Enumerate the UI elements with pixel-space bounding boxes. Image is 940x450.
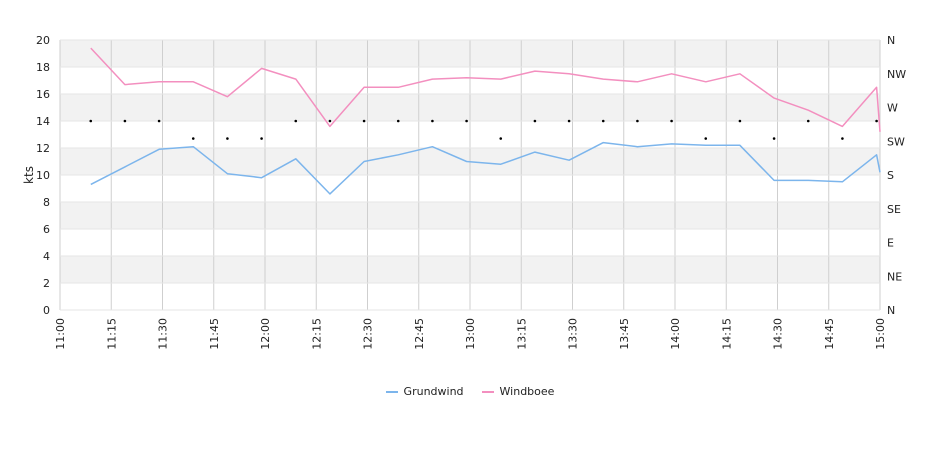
x-tick-label: 12:15 bbox=[310, 318, 323, 350]
direction-marker bbox=[875, 119, 878, 123]
direction-marker bbox=[89, 119, 93, 123]
direction-marker bbox=[431, 119, 434, 123]
x-tick-label: 14:15 bbox=[720, 318, 733, 350]
y2-tick-label: SE bbox=[887, 203, 901, 216]
x-tick-label: 11:30 bbox=[157, 318, 170, 350]
y-axis-title: kts bbox=[22, 166, 36, 184]
y-tick-label: 10 bbox=[36, 169, 50, 182]
direction-marker bbox=[260, 137, 263, 140]
y-tick-label: 16 bbox=[36, 88, 50, 101]
direction-marker bbox=[396, 119, 400, 123]
x-tick-label: 11:00 bbox=[54, 318, 67, 350]
direction-marker bbox=[670, 119, 673, 123]
y-tick-label: 12 bbox=[36, 142, 50, 155]
x-tick-label: 13:15 bbox=[515, 318, 528, 350]
x-tick-label: 12:30 bbox=[362, 318, 375, 350]
direction-marker bbox=[601, 119, 605, 123]
y2-tick-label: NW bbox=[887, 68, 906, 81]
x-tick-label: 12:00 bbox=[259, 318, 272, 350]
direction-marker bbox=[328, 119, 332, 123]
x-tick-label: 13:00 bbox=[464, 318, 477, 350]
x-tick-label: 13:30 bbox=[567, 318, 580, 350]
direction-marker bbox=[772, 137, 776, 140]
direction-marker bbox=[465, 119, 468, 123]
series-line-grundwind bbox=[90, 141, 881, 195]
legend: Grundwind Windboee bbox=[0, 385, 940, 398]
direction-marker bbox=[567, 119, 571, 123]
y-tick-label: 8 bbox=[43, 196, 50, 209]
direction-marker bbox=[362, 119, 366, 123]
y-tick-label: 4 bbox=[43, 250, 50, 263]
direction-marker bbox=[841, 137, 844, 140]
legend-label: Grundwind bbox=[403, 385, 464, 398]
y-tick-label: 2 bbox=[43, 277, 50, 290]
legend-swatch bbox=[481, 390, 494, 393]
x-tick-label: 14:45 bbox=[823, 318, 836, 350]
direction-marker bbox=[636, 119, 639, 123]
y-tick-label: 18 bbox=[36, 61, 50, 74]
y-tick-label: 20 bbox=[36, 34, 50, 47]
x-tick-label: 13:45 bbox=[618, 318, 631, 350]
y-tick-label: 6 bbox=[43, 223, 50, 236]
x-tick-label: 11:15 bbox=[105, 318, 118, 350]
y2-tick-label: NE bbox=[887, 270, 902, 283]
legend-item-windboee[interactable]: Windboee bbox=[481, 385, 555, 398]
legend-label: Windboee bbox=[499, 385, 555, 398]
y2-tick-label: SW bbox=[887, 135, 905, 148]
series-line-windboee bbox=[90, 47, 881, 132]
legend-item-grundwind[interactable]: Grundwind bbox=[385, 385, 464, 398]
legend-swatch bbox=[385, 390, 398, 393]
direction-marker bbox=[157, 119, 161, 123]
direction-marker bbox=[704, 137, 708, 140]
direction-marker bbox=[806, 119, 810, 123]
direction-marker bbox=[123, 119, 127, 123]
x-tick-label: 11:45 bbox=[208, 318, 221, 350]
direction-marker bbox=[499, 137, 503, 140]
direction-marker bbox=[294, 119, 298, 123]
x-tick-label: 15:00 bbox=[874, 318, 887, 350]
x-tick-label: 12:45 bbox=[413, 318, 426, 350]
y-tick-label: 14 bbox=[36, 115, 50, 128]
y2-tick-label: W bbox=[887, 102, 898, 115]
direction-marker bbox=[738, 119, 742, 123]
x-tick-label: 14:30 bbox=[772, 318, 785, 350]
direction-marker bbox=[226, 137, 229, 140]
x-tick-label: 14:00 bbox=[669, 318, 682, 350]
direction-marker bbox=[191, 137, 195, 140]
x-axis-tick-labels: 11:00 11:15 11:30 11:45 12:00 12:15 12:30 12:45… bbox=[54, 318, 887, 350]
y2-tick-label: N bbox=[887, 304, 895, 317]
direction-markers bbox=[89, 119, 878, 140]
direction-marker bbox=[533, 119, 537, 123]
y2-tick-label: E bbox=[887, 237, 894, 250]
y2-tick-label: S bbox=[887, 169, 894, 182]
y2-tick-label: N bbox=[887, 34, 895, 47]
series-lines bbox=[90, 47, 881, 195]
y2-axis-tick-labels: N NE E SE S SW W NW N bbox=[887, 34, 906, 317]
y-tick-label: 0 bbox=[43, 304, 50, 317]
y-axis-tick-labels: 0 2 4 6 8 10 12 14 16 18 20 bbox=[36, 34, 50, 317]
